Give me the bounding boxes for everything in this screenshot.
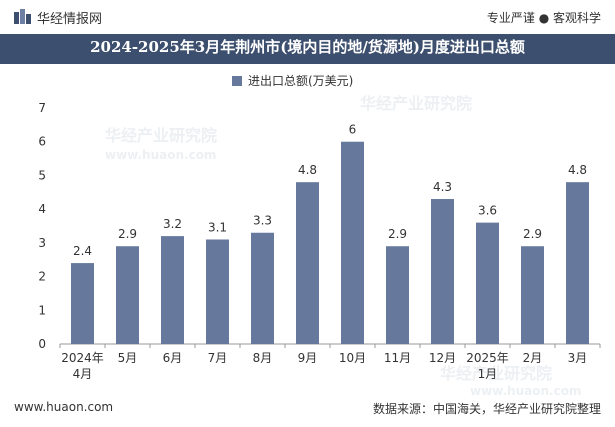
watermark: 华经产业研究院: [105, 126, 218, 145]
x-tick-label: 11月: [384, 351, 411, 365]
data-label: 2.9: [523, 227, 542, 241]
bar-chart: 进出口总额(万美元) 0 1 2 3 4 5 6 7 2.4 2024年 4月 2.9 5月 3.2 6月 3.…: [38, 74, 601, 381]
footer-source: 数据来源：中国海关，华经产业研究院整理: [372, 402, 601, 416]
chart-title: 2024-2025年3月年荆州市(境内目的地/货源地)月度进出口总额: [90, 38, 525, 56]
x-tick-label: 6月: [163, 351, 183, 365]
data-label: 2.4: [73, 244, 92, 258]
bar: [476, 222, 499, 344]
bar: [566, 182, 589, 344]
y-tick-label: 3: [38, 236, 46, 250]
bar: [251, 232, 274, 344]
bar: [161, 236, 184, 344]
watermark: 华经产业研究院: [360, 94, 473, 113]
data-label: 4.3: [433, 180, 452, 194]
bar: [386, 246, 409, 344]
tagline: 专业严谨 ● 客观科学: [486, 11, 601, 25]
data-label: 3.2: [163, 217, 182, 231]
y-tick-label: 7: [38, 101, 46, 115]
y-tick-label: 4: [38, 202, 46, 216]
y-tick-label: 5: [38, 168, 46, 182]
y-tick-label: 1: [38, 303, 46, 317]
bar: [296, 182, 319, 344]
watermark: 华经产业研究院: [440, 364, 553, 383]
bar: [431, 199, 454, 344]
data-label: 4.8: [568, 163, 587, 177]
watermark-url: www.huaon.com: [470, 384, 582, 398]
top-bar: 华经情报网 专业严谨 ● 客观科学: [0, 0, 615, 34]
brand-name: 华经情报网: [37, 12, 103, 27]
footer-website[interactable]: www.huaon.com: [14, 400, 114, 414]
x-tick-label: 8月: [253, 351, 273, 365]
x-tick-label: 12月: [429, 351, 456, 365]
y-tick-label: 6: [38, 135, 46, 149]
huajing-logo-icon: [14, 9, 31, 24]
bar: [71, 263, 94, 344]
bar: [206, 239, 229, 344]
x-tick-label: 2025年 1月: [466, 351, 509, 381]
x-tick-label: 9月: [298, 351, 318, 365]
bar: [116, 246, 139, 344]
title-bar: [0, 34, 615, 64]
data-label: 6: [349, 123, 357, 137]
data-label: 2.9: [118, 227, 137, 241]
watermark-url: www.huaon.com: [105, 148, 217, 162]
y-tick-label: 2: [38, 270, 46, 284]
legend-label: 进出口总额(万美元): [248, 74, 353, 88]
x-tick-label: 7月: [208, 351, 228, 365]
bar: [521, 246, 544, 344]
data-label: 3.6: [478, 204, 497, 218]
x-tick-label: 2月: [523, 351, 543, 365]
data-label: 3.3: [253, 214, 272, 228]
y-tick-label: 0: [38, 337, 46, 351]
bar: [341, 141, 364, 344]
x-tick-label: 10月: [339, 351, 366, 365]
data-label: 4.8: [298, 163, 317, 177]
data-label: 2.9: [388, 227, 407, 241]
x-tick-label: 5月: [118, 351, 138, 365]
x-tick-label: 3月: [568, 351, 588, 365]
x-tick-label: 2024年 4月: [61, 351, 104, 381]
data-label: 3.1: [208, 220, 227, 234]
legend-swatch: [232, 76, 242, 86]
